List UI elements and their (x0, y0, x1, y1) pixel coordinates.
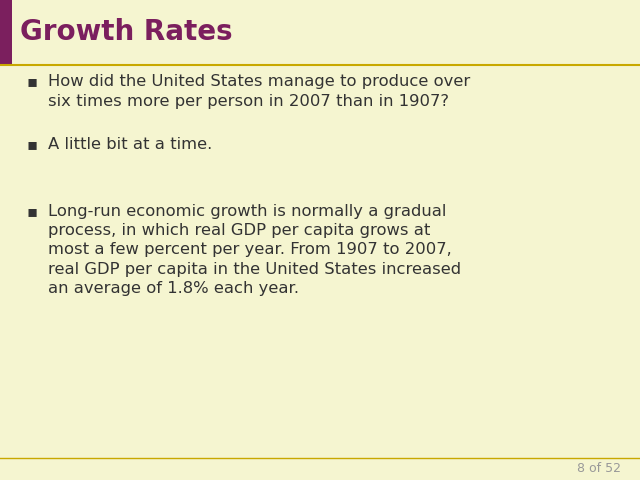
Text: ▪: ▪ (26, 137, 38, 152)
Text: Growth Rates: Growth Rates (20, 18, 233, 47)
Text: ▪: ▪ (26, 74, 38, 89)
Bar (0, 0, 640, 65)
Text: ▪: ▪ (26, 204, 38, 219)
Bar (0, 0, 12, 65)
Text: 8 of 52: 8 of 52 (577, 461, 621, 475)
Text: A little bit at a time.: A little bit at a time. (48, 137, 212, 152)
Text: How did the United States manage to produce over
six times more per person in 20: How did the United States manage to prod… (48, 74, 470, 108)
Text: Long-run economic growth is normally a gradual
process, in which real GDP per ca: Long-run economic growth is normally a g… (48, 204, 461, 296)
